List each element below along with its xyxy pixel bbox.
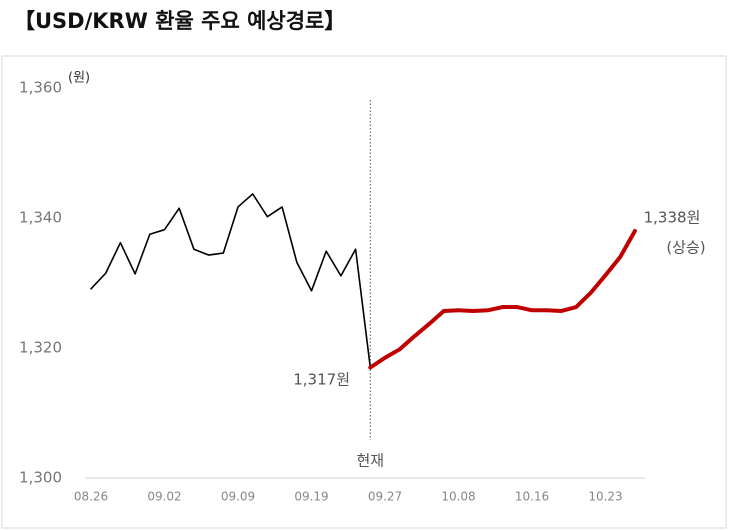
y-tick-label: 1,340 [19,209,62,227]
series-line [90,193,372,369]
y-unit: (원) [68,71,90,86]
y-tick-label: 1,320 [19,339,62,357]
chart-frame [1,55,727,529]
x-tick-label: 09.19 [294,490,328,504]
chart-title: 【USD/KRW 환율 주요 예상경로】 [14,9,345,33]
annotation: 1,317원 [293,371,350,389]
annotation: 현재 [356,452,384,470]
x-tick-label: 09.02 [147,490,181,504]
x-tick-label: 09.27 [368,490,402,504]
x-tick-label: 10.23 [588,490,622,504]
x-tick-label: 10.08 [441,490,475,504]
annotation: 1,338원 [644,209,701,227]
x-tick-label: 10.16 [515,490,549,504]
y-tick-label: 1,360 [19,79,62,97]
series-line [368,229,637,370]
x-tick-label: 08.26 [74,490,108,504]
x-tick-label: 09.09 [221,490,255,504]
annotation: (상승) [666,239,705,257]
y-tick-label: 1,300 [19,469,62,487]
